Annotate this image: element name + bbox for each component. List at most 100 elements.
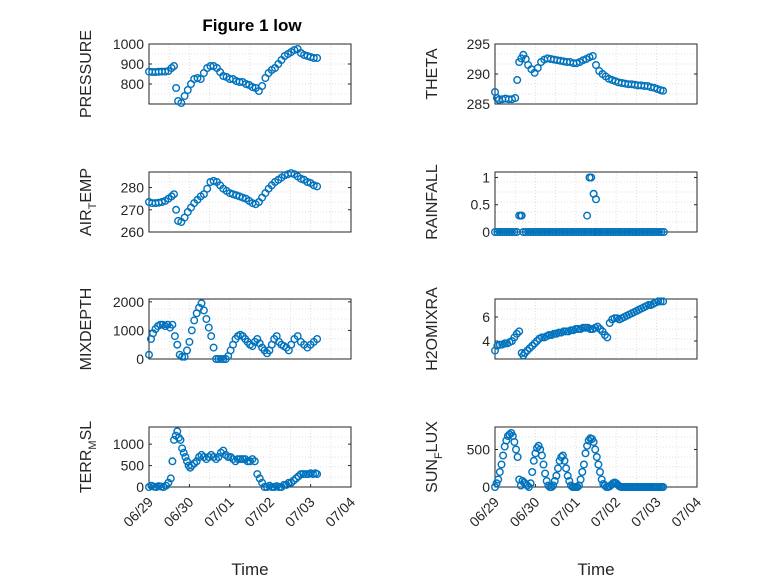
- data-point: [533, 63, 542, 72]
- data-point: [523, 346, 532, 355]
- data-point: [192, 457, 201, 466]
- data-point: [589, 438, 598, 447]
- data-point: [541, 469, 550, 478]
- y-tick-label: 280: [121, 180, 145, 196]
- data-point: [582, 227, 591, 236]
- data-point: [195, 453, 204, 462]
- axes-box: [494, 171, 698, 233]
- data-point: [178, 444, 187, 453]
- x-tick-label: 07/04: [322, 494, 358, 530]
- data-point: [185, 337, 194, 346]
- data-point: [656, 297, 665, 306]
- data-point: [511, 93, 520, 102]
- data-point: [253, 335, 262, 344]
- data-point: [655, 227, 664, 236]
- data-point: [495, 227, 504, 236]
- data-point: [182, 457, 191, 466]
- data-point: [202, 455, 211, 464]
- data-point: [493, 93, 502, 102]
- data-point: [640, 227, 649, 236]
- data-point: [642, 227, 651, 236]
- data-point: [562, 327, 571, 336]
- x-tick-label: 07/03: [628, 494, 664, 530]
- data-point: [555, 227, 564, 236]
- data-point: [502, 436, 511, 445]
- data-point: [559, 327, 568, 336]
- figure-title: Figure 1 low: [202, 16, 302, 35]
- data-point: [534, 441, 543, 450]
- data-point: [287, 478, 296, 487]
- data-point: [177, 98, 186, 107]
- data-point: [603, 333, 612, 342]
- y-tick-label: 2000: [113, 294, 144, 310]
- data-point: [630, 227, 639, 236]
- data-point: [313, 182, 322, 191]
- data-point: [567, 326, 576, 335]
- data-point: [494, 475, 503, 484]
- data-point: [248, 82, 257, 91]
- data-point: [558, 451, 567, 460]
- data-point: [539, 460, 548, 469]
- data-point: [221, 450, 230, 459]
- data-point: [209, 343, 218, 352]
- y-tick-label: 4: [482, 333, 490, 349]
- data-point: [231, 457, 240, 466]
- data-point: [576, 475, 585, 484]
- data-point: [499, 451, 508, 460]
- data-point: [313, 335, 322, 344]
- data-point: [167, 192, 176, 201]
- y-tick-label: 0: [482, 224, 490, 240]
- data-point: [207, 332, 216, 341]
- data-point: [173, 427, 182, 436]
- data-point: [601, 227, 610, 236]
- data-point: [579, 227, 588, 236]
- data-point: [491, 483, 500, 492]
- axes-box: [494, 298, 698, 360]
- y-tick-label: 0: [482, 479, 490, 495]
- data-point: [520, 349, 529, 358]
- data-point: [581, 449, 590, 458]
- data-point: [524, 483, 533, 492]
- y-axis-label: H2OMIXRA: [424, 287, 441, 371]
- y-tick-label: 0.5: [471, 197, 491, 213]
- x-tick-label: 07/02: [587, 494, 623, 530]
- data-point: [554, 464, 563, 473]
- data-point: [611, 227, 620, 236]
- data-point: [196, 74, 205, 83]
- data-point: [156, 320, 165, 329]
- data-point: [168, 320, 177, 329]
- data-point: [214, 453, 223, 462]
- data-point: [550, 329, 559, 338]
- data-point: [313, 54, 322, 63]
- data-point: [207, 450, 216, 459]
- data-point: [493, 227, 502, 236]
- data-point: [659, 86, 668, 95]
- data-point: [613, 227, 622, 236]
- data-point: [530, 339, 539, 348]
- data-point: [654, 297, 663, 306]
- data-point: [592, 227, 601, 236]
- data-point: [299, 470, 308, 479]
- y-tick-label: 270: [121, 202, 145, 218]
- data-point: [657, 227, 666, 236]
- data-point: [180, 91, 189, 100]
- data-point: [554, 328, 563, 337]
- data-point: [550, 227, 559, 236]
- data-point: [633, 227, 642, 236]
- data-point: [537, 333, 546, 342]
- data-point: [610, 314, 619, 323]
- y-tick-label: 295: [467, 36, 491, 52]
- data-point: [545, 227, 554, 236]
- data-point: [212, 455, 221, 464]
- data-point: [216, 355, 225, 364]
- y-tick-label: 285: [467, 96, 491, 112]
- data-point: [296, 470, 305, 479]
- data-point: [583, 441, 592, 450]
- data-point: [575, 227, 584, 236]
- data-point: [659, 483, 668, 492]
- data-point: [571, 325, 580, 334]
- data-point: [600, 331, 609, 340]
- data-point: [190, 316, 199, 325]
- y-tick-label: 0: [136, 351, 144, 367]
